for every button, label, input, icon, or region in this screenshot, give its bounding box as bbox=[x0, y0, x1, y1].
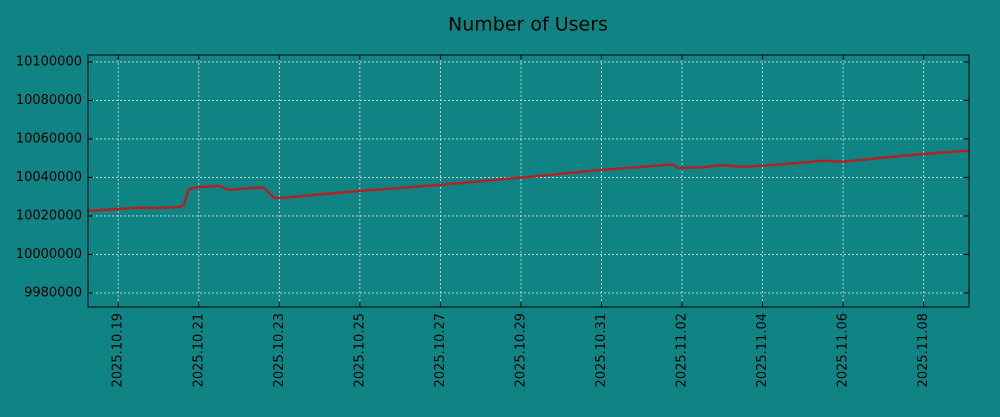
y-tick-label: 9980000 bbox=[24, 285, 82, 300]
y-tick-label: 10040000 bbox=[16, 170, 82, 185]
plot-frame bbox=[87, 54, 970, 308]
x-tick-label: 2025.11.08 bbox=[916, 313, 931, 387]
y-tick-label: 10000000 bbox=[16, 247, 82, 262]
line-series bbox=[87, 149, 970, 213]
x-tick-label: 2025.10.27 bbox=[433, 313, 448, 387]
x-tick-label: 2025.11.06 bbox=[836, 313, 851, 387]
x-tick-label: 2025.11.04 bbox=[755, 313, 770, 387]
y-tick-label: 10080000 bbox=[16, 93, 82, 108]
x-tick-label: 2025.10.21 bbox=[191, 313, 206, 387]
x-tick-label: 2025.10.29 bbox=[513, 313, 528, 387]
y-tick-label: 10100000 bbox=[16, 54, 82, 69]
x-tick-label: 2025.10.23 bbox=[272, 313, 287, 387]
y-tick-label: 10020000 bbox=[16, 208, 82, 223]
x-tick-label: 2025.10.25 bbox=[352, 313, 367, 387]
x-tick-label: 2025.10.19 bbox=[111, 313, 126, 387]
y-tick-label: 10060000 bbox=[16, 131, 82, 146]
x-tick-label: 2025.11.02 bbox=[675, 313, 690, 387]
x-tick-label: 2025.10.31 bbox=[594, 313, 609, 387]
chart-title: Number of Users bbox=[448, 14, 608, 36]
